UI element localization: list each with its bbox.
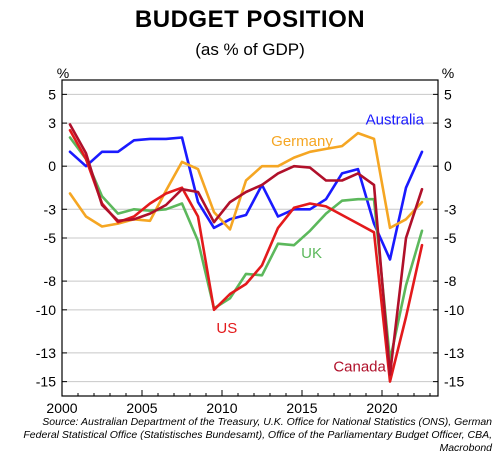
series-label-australia: Australia bbox=[366, 112, 425, 129]
y-tick-label-left: -10 bbox=[36, 302, 56, 318]
series-label-uk: UK bbox=[301, 245, 322, 262]
x-tick-label: 2020 bbox=[366, 400, 397, 416]
y-tick-label-left: -3 bbox=[44, 201, 57, 217]
y-tick-label-left: -13 bbox=[36, 345, 56, 361]
series-line-australia bbox=[68, 136, 424, 261]
y-tick-label-right: -8 bbox=[444, 273, 457, 289]
series-line-uk bbox=[68, 136, 424, 362]
y-tick-label-right: -15 bbox=[444, 374, 464, 390]
chart-subtitle: (as % of GDP) bbox=[195, 40, 305, 59]
source-note: Source: Australian Department of the Tre… bbox=[23, 416, 492, 454]
x-tick-label: 2015 bbox=[286, 400, 317, 416]
plot-frame bbox=[61, 79, 439, 397]
y-tick-label-right: -3 bbox=[444, 201, 457, 217]
series-label-canada: Canada bbox=[333, 359, 386, 376]
y-tick-label-left: -8 bbox=[44, 273, 57, 289]
chart-title: BUDGET POSITION bbox=[134, 6, 366, 33]
y-tick-label-right: 5 bbox=[444, 86, 452, 102]
series-label-germany: Germany bbox=[271, 133, 333, 150]
y-tick-label-right: -5 bbox=[444, 230, 457, 246]
series-line-canada bbox=[68, 123, 424, 376]
y-tick-label-left: 3 bbox=[48, 115, 56, 131]
series-line-us bbox=[68, 129, 424, 383]
y-tick-label-right: -10 bbox=[444, 302, 464, 318]
y-tick-label-right: 3 bbox=[444, 115, 452, 131]
y-tick-label-left: 0 bbox=[48, 158, 56, 174]
series-label-us: US bbox=[216, 320, 237, 337]
y-tick-label-right: 0 bbox=[444, 158, 452, 174]
y-tick-label-left: 5 bbox=[48, 86, 56, 102]
x-tick-label: 2000 bbox=[46, 400, 77, 416]
x-tick-label: 2010 bbox=[206, 400, 237, 416]
right-axis-unit: % bbox=[442, 65, 454, 81]
y-tick-label-left: -5 bbox=[44, 230, 57, 246]
y-tick-label-left: -15 bbox=[36, 374, 56, 390]
y-tick-label-right: -13 bbox=[444, 345, 464, 361]
x-tick-label: 2005 bbox=[126, 400, 157, 416]
left-axis-unit: % bbox=[57, 65, 69, 81]
